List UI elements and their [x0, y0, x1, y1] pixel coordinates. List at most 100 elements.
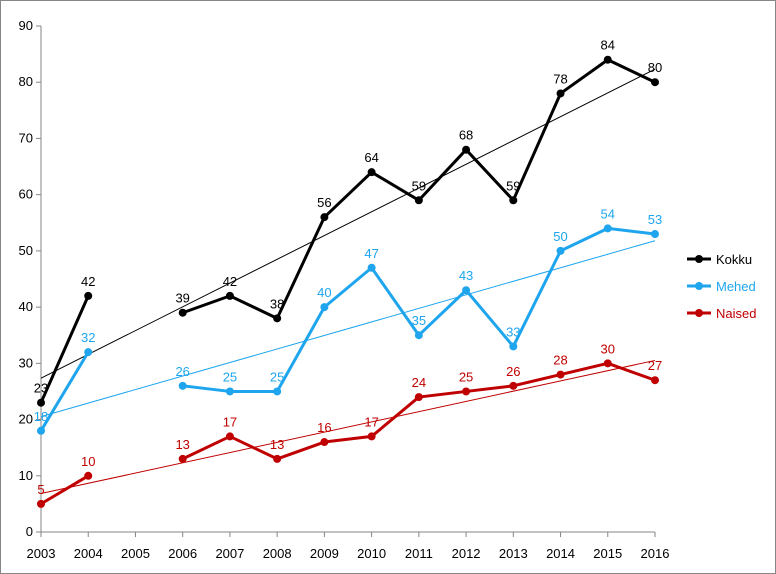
naised-data-label: 28	[553, 353, 567, 368]
mehed-data-label: 54	[601, 206, 615, 221]
mehed-data-label: 25	[223, 369, 237, 384]
mehed-data-label: 33	[506, 324, 520, 339]
naised-point	[178, 454, 187, 463]
kokku-point	[603, 55, 612, 64]
naised-data-label: 10	[81, 454, 95, 469]
legend-mehed-swatch-marker	[695, 282, 703, 290]
naised-data-label: 26	[506, 364, 520, 379]
naised-data-label: 16	[317, 420, 331, 435]
mehed-data-label: 18	[34, 409, 48, 424]
mehed-data-label: 53	[648, 212, 662, 227]
naised-data-label: 25	[459, 369, 473, 384]
legend-naised-swatch-marker	[695, 309, 703, 317]
mehed-point	[556, 246, 565, 255]
kokku-point	[320, 213, 329, 222]
kokku-point	[651, 78, 659, 87]
x-tick-label: 2016	[641, 546, 670, 561]
kokku-data-label: 64	[364, 150, 378, 165]
naised-data-label: 13	[270, 437, 284, 452]
kokku-point	[462, 145, 471, 154]
naised-data-label: 27	[648, 358, 662, 373]
naised-data-label: 17	[364, 414, 378, 429]
x-tick-label: 2012	[452, 546, 481, 561]
mehed-data-label: 50	[553, 229, 567, 244]
kokku-data-label: 80	[648, 60, 662, 75]
naised-point	[37, 499, 45, 508]
x-tick-label: 2010	[357, 546, 386, 561]
legend-kokku-swatch-marker	[695, 255, 703, 263]
mehed-point	[462, 286, 471, 295]
naised-point	[273, 454, 282, 463]
naised-data-label: 5	[37, 482, 44, 497]
naised-point	[556, 370, 565, 379]
mehed-data-label: 26	[175, 364, 189, 379]
naised-data-label: 17	[223, 414, 237, 429]
kokku-point	[273, 314, 282, 323]
mehed-data-label: 25	[270, 369, 284, 384]
legend-naised-label: Naised	[716, 306, 756, 321]
y-tick-label: 60	[19, 187, 33, 202]
y-tick-label: 20	[19, 412, 33, 427]
kokku-data-label: 42	[223, 274, 237, 289]
x-tick-label: 2011	[405, 546, 433, 561]
mehed-point	[509, 342, 518, 351]
mehed-point	[414, 331, 423, 340]
x-tick-label: 2014	[546, 546, 575, 561]
x-tick-label: 2004	[74, 546, 103, 561]
naised-point	[320, 438, 329, 447]
x-tick-label: 2007	[215, 546, 244, 561]
kokku-trendline	[40, 68, 656, 379]
kokku-point	[225, 291, 234, 300]
kokku-data-label: 42	[81, 274, 95, 289]
mehed-point	[178, 381, 187, 390]
naised-point	[462, 387, 471, 396]
naised-point	[651, 376, 659, 385]
legend: Kokku Mehed Naised	[687, 252, 756, 321]
mehed-data-label: 40	[317, 285, 331, 300]
y-tick-label: 90	[19, 18, 33, 33]
naised-data-label: 24	[412, 375, 426, 390]
y-tick-label: 0	[26, 524, 33, 539]
naised-point	[603, 359, 612, 368]
y-tick-label: 50	[19, 243, 33, 258]
mehed-line	[39, 351, 90, 432]
mehed-line	[182, 226, 656, 393]
mehed-point	[84, 348, 93, 357]
x-tick-label: 2006	[168, 546, 197, 561]
naised-data-label: 30	[601, 341, 615, 356]
naised-point	[84, 471, 93, 480]
mehed-point	[273, 387, 282, 396]
legend-mehed-label: Mehed	[716, 279, 756, 294]
y-tick-label: 10	[19, 468, 33, 483]
x-tick-label: 2009	[310, 546, 339, 561]
y-tick-label: 80	[19, 74, 33, 89]
naised-point	[225, 432, 234, 441]
kokku-point	[178, 308, 187, 317]
axis-ticks: 0 10 20 30 40 50 60 70 80 90 2003 2004 2005 2006 2007 2…	[19, 18, 670, 561]
kokku-data-label: 59	[506, 178, 520, 193]
kokku-data-label: 38	[270, 296, 284, 311]
y-tick-label: 70	[19, 130, 33, 145]
mehed-data-label: 43	[459, 268, 473, 283]
data-series: 23 42 39 42 38 56 64 59 68 59 78 84 80 18 32 26 25 25 40 47…	[34, 38, 662, 508]
x-tick-label: 2015	[593, 546, 622, 561]
mehed-trendline	[40, 240, 656, 418]
naised-point	[509, 381, 518, 390]
naised-point	[414, 393, 423, 402]
kokku-data-label: 84	[601, 38, 615, 53]
kokku-point	[556, 89, 565, 98]
kokku-point	[367, 168, 376, 177]
kokku-point	[414, 196, 423, 205]
kokku-data-label: 68	[459, 128, 473, 143]
kokku-point	[509, 196, 518, 205]
kokku-data-label: 39	[175, 291, 189, 306]
mehed-point	[367, 263, 376, 272]
mehed-data-label: 35	[412, 313, 426, 328]
mehed-data-label: 32	[81, 330, 95, 345]
trendlines	[40, 68, 656, 495]
kokku-line	[39, 295, 90, 404]
kokku-data-label: 78	[553, 71, 567, 86]
x-tick-label: 2003	[27, 546, 56, 561]
